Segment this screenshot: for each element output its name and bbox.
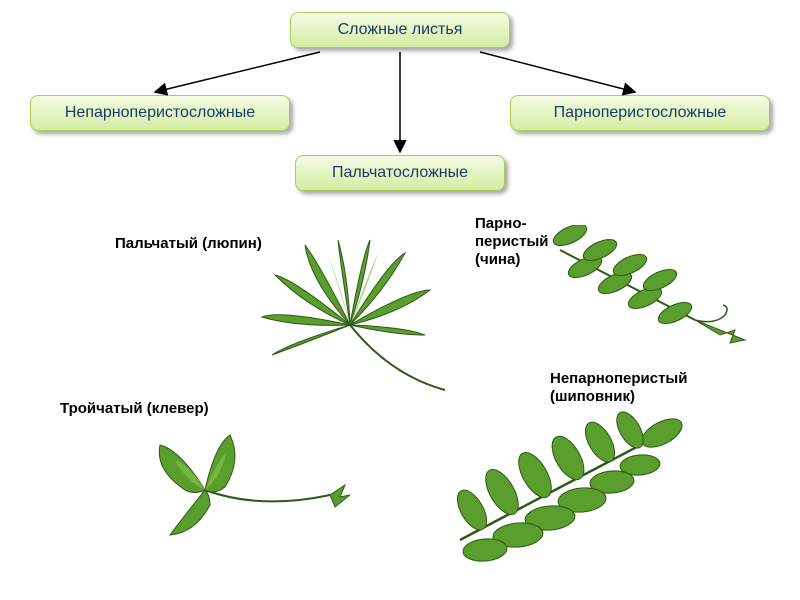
center-box: Пальчатосложные (295, 155, 505, 191)
trifoliate-leaf-icon (130, 415, 350, 555)
center-box-text: Пальчатосложные (332, 164, 468, 181)
paripinnate-leaf-icon (545, 225, 755, 355)
palmate-label: Пальчатый (люпин) (115, 235, 262, 253)
right-box: Парноперистосложные (510, 95, 770, 131)
right-box-text: Парноперистосложные (554, 104, 727, 121)
paripinnate-label: Парно- перистый (чина) (475, 215, 549, 269)
imparipinnate-leaf-icon (440, 400, 700, 580)
root-box: Сложные листья (290, 12, 510, 48)
left-box-text: Непарноперистосложные (65, 104, 255, 121)
left-box: Непарноперистосложные (30, 95, 290, 131)
palmate-leaf-icon (250, 235, 450, 405)
root-box-text: Сложные листья (338, 21, 463, 38)
